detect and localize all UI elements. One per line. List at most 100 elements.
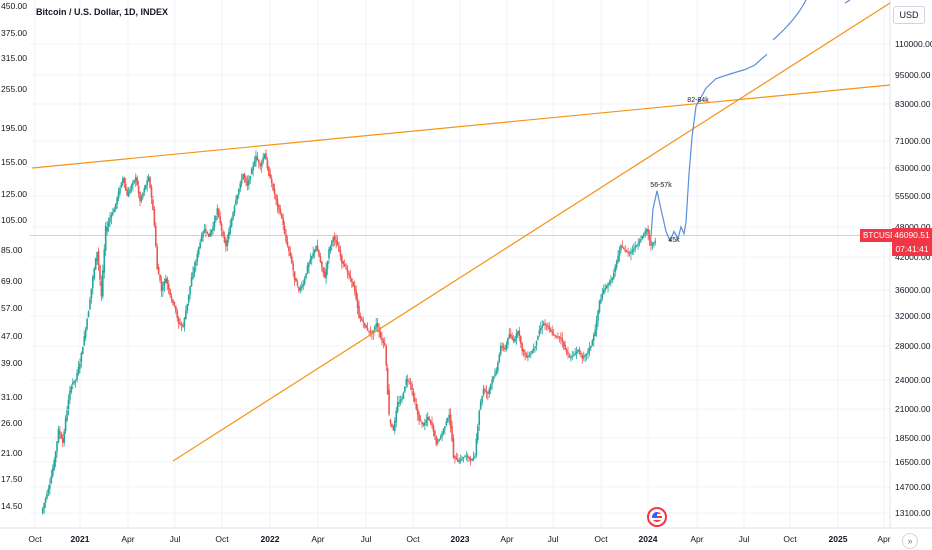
candle: [478, 409, 481, 431]
candle-body: [524, 352, 526, 356]
candle-body: [229, 225, 232, 235]
candle-body: [292, 263, 294, 271]
candle: [499, 342, 502, 357]
right-axis-tick-label: 63000.00: [895, 163, 931, 173]
candle-body: [484, 388, 486, 391]
candle: [456, 453, 459, 462]
candle: [471, 458, 473, 461]
candle-body: [149, 177, 151, 188]
candle: [602, 284, 605, 295]
candle-body: [461, 458, 463, 460]
candle: [585, 353, 588, 361]
candle-body: [100, 281, 103, 297]
candle-body: [630, 252, 632, 254]
candle-body: [557, 336, 559, 338]
candle: [528, 351, 531, 358]
candle-body: [53, 460, 55, 470]
candle: [179, 318, 181, 326]
candle: [192, 266, 194, 280]
x-axis-tick-label: Apr: [311, 534, 324, 544]
candle: [469, 455, 472, 466]
candle-body: [269, 173, 272, 179]
candle: [562, 340, 565, 351]
candle: [349, 269, 352, 283]
candle: [558, 336, 561, 343]
candle: [560, 332, 562, 345]
candle-body: [353, 285, 356, 291]
candle-body: [83, 336, 86, 346]
candle: [246, 175, 249, 191]
candle: [492, 375, 495, 383]
candle-body: [648, 234, 651, 241]
candle: [331, 239, 333, 251]
candle-body: [103, 249, 106, 273]
candle-body: [392, 426, 395, 431]
candle-body: [249, 176, 252, 180]
left-axis-tick-label: 85.00: [1, 245, 23, 255]
candle: [504, 344, 506, 352]
left-axis-tick-label: 57.00: [1, 303, 23, 313]
candle: [346, 265, 349, 279]
candle: [564, 340, 566, 350]
candle: [514, 335, 516, 344]
candle-body: [448, 414, 450, 419]
candle-body: [313, 249, 316, 253]
candle-body: [173, 302, 176, 306]
candle: [607, 282, 609, 293]
candle: [439, 434, 442, 440]
candle-body: [529, 353, 532, 355]
candle: [336, 235, 339, 247]
candle: [106, 220, 108, 236]
candle: [328, 246, 330, 264]
candle: [300, 281, 303, 292]
candle-body: [250, 168, 253, 175]
candle: [104, 221, 107, 257]
candle: [375, 317, 377, 332]
candle: [362, 316, 365, 328]
us-flag-event-icon[interactable]: [647, 507, 667, 527]
candle: [157, 263, 160, 275]
candle-body: [444, 426, 446, 429]
candle: [219, 211, 221, 226]
candles: [41, 149, 657, 515]
candle-body: [270, 178, 273, 184]
candle: [258, 159, 260, 169]
candle: [236, 194, 239, 204]
scroll-to-latest-button[interactable]: »: [902, 533, 918, 549]
candle-body: [166, 278, 169, 284]
candle-body: [489, 384, 492, 390]
candle-body: [527, 356, 529, 358]
candle: [252, 161, 254, 177]
currency-selector-button[interactable]: USD: [893, 6, 925, 24]
candle: [610, 275, 612, 287]
candle: [239, 180, 242, 193]
candle: [119, 185, 121, 196]
candle: [144, 184, 147, 190]
candle: [647, 225, 649, 240]
candle-body: [278, 204, 280, 210]
candle-body: [239, 183, 242, 189]
candle-body: [63, 431, 65, 443]
candle: [94, 257, 97, 271]
candle: [455, 452, 458, 461]
candle-body: [153, 209, 156, 226]
candle-body: [54, 451, 57, 463]
candle-body: [585, 353, 588, 355]
left-axis-tick-label: 47.00: [1, 331, 23, 341]
candle: [213, 215, 216, 232]
candle: [522, 348, 525, 357]
candle: [176, 308, 179, 322]
candle-body: [558, 336, 561, 338]
candle: [386, 364, 389, 395]
candle-body: [136, 177, 138, 185]
candle-body: [539, 327, 542, 331]
candle-body: [454, 455, 456, 458]
candle: [242, 173, 244, 181]
left-axis-tick-label: 17.50: [1, 474, 23, 484]
candle: [611, 276, 614, 284]
candle: [189, 285, 191, 300]
candle-body: [289, 251, 292, 256]
candle-body: [409, 382, 412, 384]
candle-body: [94, 258, 97, 270]
